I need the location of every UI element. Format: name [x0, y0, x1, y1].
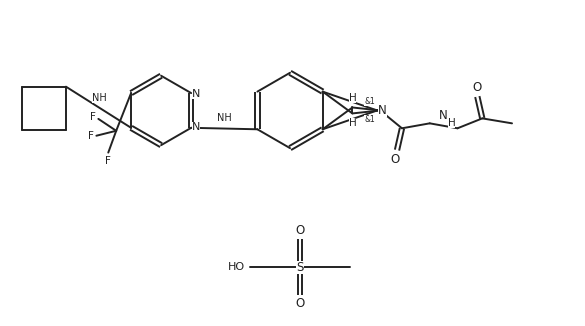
- Text: N: N: [439, 110, 448, 122]
- Text: N: N: [192, 122, 200, 132]
- Text: O: O: [295, 224, 305, 237]
- Text: F: F: [105, 156, 111, 166]
- Text: N: N: [378, 104, 387, 117]
- Text: &1: &1: [364, 115, 375, 124]
- Text: O: O: [390, 153, 400, 166]
- Text: HO: HO: [228, 262, 245, 272]
- Text: O: O: [473, 81, 482, 94]
- Text: H: H: [349, 118, 356, 128]
- Text: H: H: [349, 93, 356, 103]
- Text: O: O: [295, 297, 305, 310]
- Text: NH: NH: [92, 93, 107, 103]
- Text: S: S: [296, 260, 304, 274]
- Text: N: N: [192, 89, 200, 99]
- Text: &1: &1: [364, 97, 375, 106]
- Text: NH: NH: [217, 113, 232, 123]
- Text: F: F: [91, 112, 97, 122]
- Text: F: F: [88, 131, 94, 141]
- Text: H: H: [448, 118, 455, 128]
